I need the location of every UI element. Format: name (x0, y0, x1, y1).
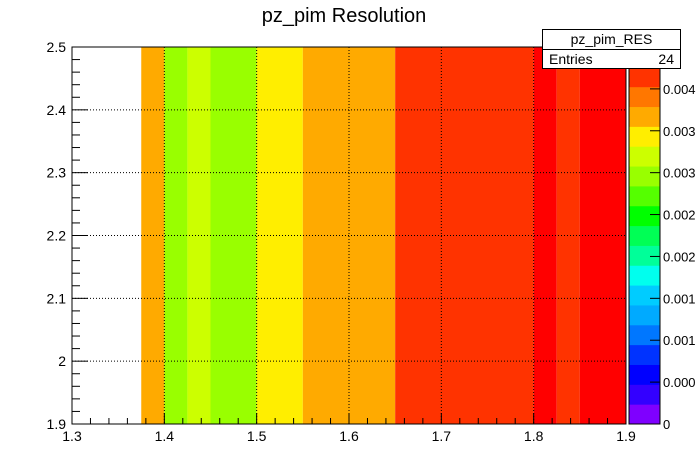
palette-swatch-15 (629, 106, 660, 127)
x-tick-label: 1.5 (247, 428, 267, 444)
heatmap-cell-1 (164, 47, 188, 424)
y-tick-label: 1.9 (47, 416, 67, 432)
palette-swatch-13 (629, 146, 660, 167)
palette-swatch-1 (629, 384, 660, 405)
stats-title: pz_pim_RES (543, 30, 680, 50)
palette-swatch-14 (629, 126, 660, 147)
palette-swatch-4 (629, 324, 660, 346)
z-tick-label: 0.000 (663, 375, 696, 390)
palette-swatch-8 (629, 245, 660, 266)
heatmap-cell-8 (556, 47, 580, 424)
palette-swatch-11 (629, 185, 660, 207)
y-tick-label: 2.4 (47, 102, 67, 118)
entries-value: 24 (658, 51, 674, 67)
z-tick-label: 0.003 (663, 166, 696, 181)
heatmap-cell-3 (210, 47, 257, 424)
y-tick-label: 2.2 (47, 228, 67, 244)
z-tick-label: 0.001 (663, 333, 696, 348)
z-tick-label: 0.003 (663, 124, 696, 139)
palette-swatch-7 (629, 265, 660, 286)
chart-title: pz_pim Resolution (262, 5, 427, 27)
x-tick-label: 1.8 (524, 428, 544, 444)
palette-swatch-6 (629, 285, 660, 306)
palette-swatch-10 (629, 205, 660, 227)
z-tick-label: 0 (663, 417, 670, 432)
palette-swatch-12 (629, 166, 660, 187)
x-tick-label: 1.9 (616, 428, 636, 444)
x-tick-label: 1.7 (432, 428, 452, 444)
heatmap-cell-9 (579, 47, 626, 424)
stats-entries-row: Entries 24 (543, 50, 680, 69)
y-tick-label: 2.5 (47, 39, 67, 55)
palette-swatch-0 (629, 404, 660, 425)
y-tick-label: 2.3 (47, 165, 67, 181)
x-tick-label: 1.4 (155, 428, 175, 444)
heatmap-cell-6 (395, 47, 534, 424)
palette-swatch-2 (629, 364, 660, 385)
palette-swatch-17 (629, 66, 660, 88)
y-tick-label: 2.1 (47, 290, 67, 306)
palette-swatch-3 (629, 344, 660, 365)
x-tick-label: 1.3 (62, 428, 82, 444)
palette-swatch-9 (629, 225, 660, 246)
z-tick-label: 0.002 (663, 208, 696, 223)
palette-swatch-5 (629, 304, 660, 326)
x-tick-label: 1.6 (339, 428, 359, 444)
y-tick-label: 2 (58, 353, 66, 369)
stats-box: pz_pim_RES Entries 24 (542, 29, 681, 69)
entries-label: Entries (549, 51, 593, 67)
color-palette: 0 0.000 0.001 0.001 0.002 0.002 0.003 0.003 0.00… (628, 46, 696, 432)
heatmap-cell-7 (533, 47, 557, 424)
grid-lines (72, 47, 626, 424)
z-tick-label: 0.002 (663, 249, 696, 264)
axes: 1.3 1.4 1.5 1.6 1.7 1.8 1.9 1.9 2 2.1 2.2 2.3 2.4 2.5 (47, 39, 636, 444)
z-tick-label: 0.001 (663, 291, 696, 306)
heatmap-cell-0 (141, 47, 165, 424)
palette-swatch-16 (629, 86, 660, 108)
z-tick-label: 0.004 (663, 82, 696, 97)
